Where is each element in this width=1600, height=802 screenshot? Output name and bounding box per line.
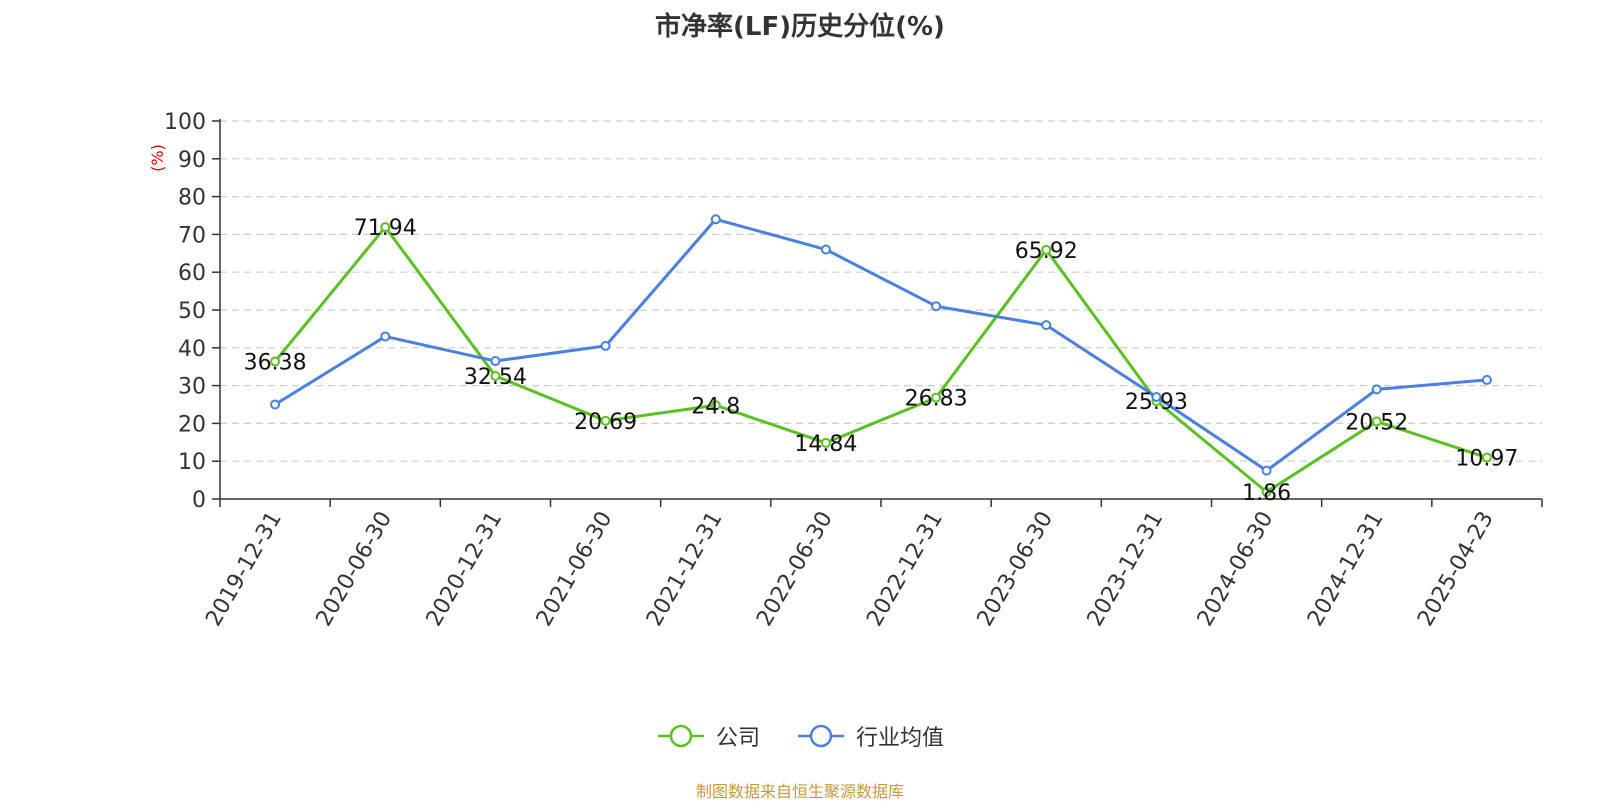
x-tick-label: 2022-12-31 [862, 507, 948, 630]
y-tick-label: 30 [178, 375, 206, 400]
x-tick-label: 2019-12-31 [201, 507, 287, 630]
data-label: 14.84 [794, 432, 857, 457]
data-point [820, 244, 831, 255]
data-point [1261, 465, 1272, 476]
data-point [1151, 391, 1162, 402]
data-point [600, 340, 611, 351]
x-tick-label: 2021-12-31 [642, 507, 728, 630]
y-tick-label: 60 [178, 261, 206, 286]
data-label: 20.52 [1345, 410, 1408, 435]
data-point [1371, 416, 1382, 427]
data-point [931, 392, 942, 403]
data-point [270, 399, 281, 410]
y-tick-label: 90 [178, 148, 206, 173]
y-tick-label: 10 [178, 450, 206, 475]
data-point [490, 370, 501, 381]
data-point [380, 222, 391, 233]
chart-title: 市净率(LF)历史分位(%) [655, 12, 945, 42]
x-tick-label: 2023-12-31 [1083, 507, 1169, 630]
x-tick-label: 2020-12-31 [422, 507, 508, 630]
data-label: 20.69 [574, 410, 637, 435]
y-tick-label: 80 [178, 186, 206, 211]
data-point [710, 400, 721, 411]
data-label: 32.54 [464, 365, 527, 390]
legend-item-0[interactable]: 公司 [656, 720, 760, 752]
x-tick-label: 2024-06-30 [1193, 507, 1279, 630]
x-tick-label: 2023-06-30 [973, 507, 1059, 630]
legend-marker-icon [798, 724, 844, 748]
data-point [1261, 486, 1272, 497]
data-label: 24.8 [691, 394, 740, 419]
data-label: 1.86 [1242, 481, 1291, 506]
source-note: 制图数据来自恒生聚源数据库 [695, 782, 904, 801]
y-tick-label: 20 [178, 412, 206, 437]
data-label: 71.94 [354, 216, 417, 241]
x-tick-label: 2025-04-23 [1413, 507, 1499, 630]
data-label: 10.97 [1455, 447, 1518, 472]
y-axis-label: (%) [148, 144, 167, 172]
line-chart: 0 10 20 30 40 50 60 70 80 90 100 (%) 2019-12-31 2020-… [148, 110, 1543, 631]
data-point [270, 356, 281, 367]
y-tick-label: 0 [192, 488, 206, 513]
y-tick-label: 50 [178, 299, 206, 324]
x-tick-label: 2021-06-30 [532, 507, 618, 630]
data-point [1371, 384, 1382, 395]
data-point [1481, 452, 1492, 463]
data-point [380, 331, 391, 342]
x-tick-label: 2022-06-30 [752, 507, 838, 630]
legend-label: 公司 [715, 726, 760, 751]
data-label: 36.38 [244, 350, 307, 375]
data-point [931, 301, 942, 312]
legend-label: 行业均值 [856, 726, 945, 751]
y-tick-label: 40 [178, 337, 206, 362]
data-label: 25.93 [1125, 390, 1188, 415]
y-tick-label: 70 [178, 223, 206, 248]
data-point [710, 214, 721, 225]
legend: 公司 行业均值 [0, 720, 1600, 752]
data-label: 65.92 [1015, 239, 1078, 264]
data-point [600, 415, 611, 426]
series-line-1 [274, 217, 1488, 473]
data-point [820, 437, 831, 448]
legend-marker-icon [657, 724, 704, 748]
data-label: 26.83 [905, 387, 968, 412]
data-point [1481, 374, 1492, 385]
data-point [1041, 320, 1052, 331]
x-tick-label: 2024-12-31 [1303, 507, 1389, 630]
legend-item-1[interactable]: 行业均值 [796, 720, 944, 752]
data-point [1041, 244, 1052, 255]
x-tick-label: 2020-06-30 [312, 507, 398, 630]
y-tick-label: 100 [164, 110, 206, 135]
series-line-0 [273, 225, 1488, 494]
data-point [490, 356, 501, 367]
